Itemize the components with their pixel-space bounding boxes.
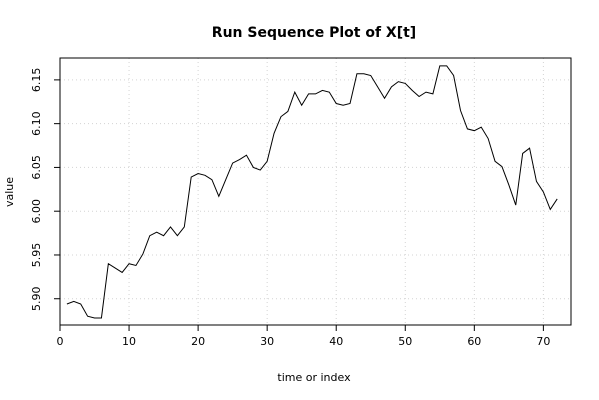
- x-tick-label: 20: [191, 335, 205, 348]
- x-tick-label: 60: [467, 335, 481, 348]
- y-tick-label: 5.90: [30, 286, 43, 311]
- x-axis-label: time or index: [277, 371, 351, 384]
- y-tick-label: 6.05: [30, 155, 43, 180]
- x-tick-label: 50: [398, 335, 412, 348]
- grid-lines: [59, 58, 571, 325]
- y-tick-label: 6.15: [30, 68, 43, 93]
- y-axis: 5.90 5.95 6.00 6.05 6.10 6.15: [30, 68, 60, 311]
- series-line: [66, 65, 558, 319]
- x-axis: 0 10 20 30 40 50 60 70: [57, 325, 550, 348]
- x-tick-label: 0: [57, 335, 64, 348]
- y-axis-label: value: [3, 177, 16, 207]
- y-tick-label: 6.10: [30, 111, 43, 135]
- plot-frame: [59, 57, 572, 326]
- y-tick-label: 6.00: [30, 199, 43, 224]
- chart-title: Run Sequence Plot of X[t]: [212, 25, 416, 41]
- x-tick-label: 10: [122, 335, 136, 348]
- y-tick-label: 5.95: [30, 243, 43, 268]
- x-tick-label: 30: [260, 335, 274, 348]
- x-tick-label: 40: [329, 335, 343, 348]
- x-tick-label: 70: [536, 335, 550, 348]
